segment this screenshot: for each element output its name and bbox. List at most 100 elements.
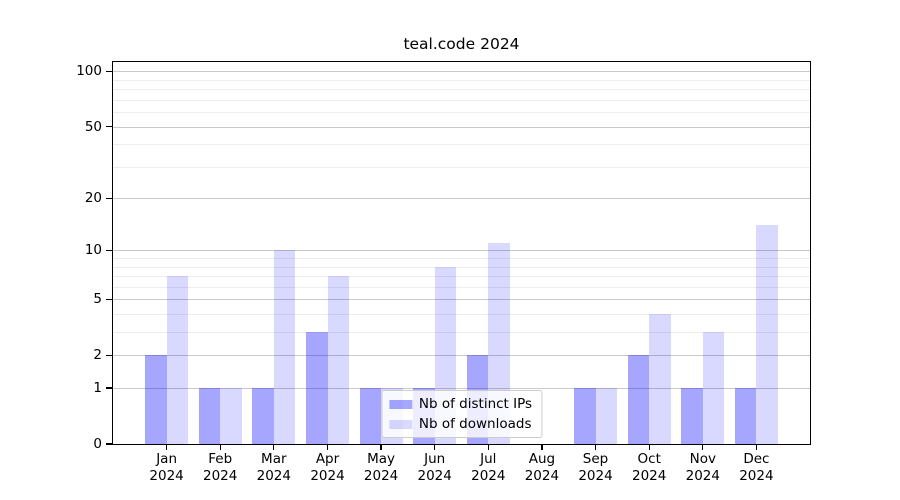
x-tick-label: Jan 2024 bbox=[135, 451, 199, 484]
y-tick-label: 20 bbox=[84, 190, 102, 207]
x-tick bbox=[487, 445, 489, 450]
major-gridline bbox=[113, 355, 810, 357]
x-tick-month: Sep bbox=[582, 451, 609, 467]
bar-nb-of-downloads-dec bbox=[756, 225, 778, 444]
x-tick-month: Nov bbox=[689, 451, 716, 467]
y-tick bbox=[106, 387, 112, 389]
legend-entry-nb-of-distinct-ips: Nb of distinct IPs bbox=[388, 396, 533, 412]
bar-nb-of-downloads-jan bbox=[166, 276, 189, 444]
y-tick-label: 10 bbox=[84, 242, 102, 259]
minor-gridline bbox=[113, 99, 810, 101]
x-tick-year: 2024 bbox=[471, 467, 506, 484]
legend-swatch-icon bbox=[388, 399, 412, 409]
x-tick-label: Jun 2024 bbox=[403, 451, 467, 484]
y-tick-label: 1 bbox=[93, 380, 102, 396]
x-tick-label: May 2024 bbox=[349, 451, 413, 484]
x-tick-month: May bbox=[367, 451, 396, 467]
minor-gridline bbox=[113, 89, 810, 91]
x-tick-month: Dec bbox=[743, 451, 770, 467]
bar-nb-of-distinct-ips-apr bbox=[306, 332, 328, 444]
major-gridline bbox=[113, 126, 810, 128]
x-tick-year: 2024 bbox=[578, 467, 613, 484]
x-tick bbox=[380, 445, 382, 450]
y-tick-label: 2 bbox=[93, 347, 102, 364]
x-tick-year: 2024 bbox=[363, 467, 399, 484]
y-tick bbox=[106, 197, 112, 199]
bar-nb-of-downloads-oct bbox=[649, 314, 671, 444]
x-tick-label: Oct 2024 bbox=[617, 451, 681, 484]
x-tick-year: 2024 bbox=[632, 467, 667, 484]
minor-gridline bbox=[113, 79, 810, 81]
x-tick-month: Jul bbox=[480, 451, 497, 467]
bar-nb-of-distinct-ips-sep bbox=[574, 388, 596, 444]
x-tick-label: Apr 2024 bbox=[296, 451, 360, 484]
x-tick bbox=[702, 445, 704, 450]
y-tick bbox=[106, 354, 112, 356]
major-gridline bbox=[113, 198, 810, 200]
x-tick-label: Aug 2024 bbox=[510, 451, 574, 484]
x-tick-year: 2024 bbox=[203, 467, 238, 484]
y-tick bbox=[106, 125, 112, 128]
x-tick-year: 2024 bbox=[417, 467, 452, 484]
minor-gridline bbox=[113, 314, 810, 316]
x-tick-month: Mar bbox=[261, 451, 287, 467]
major-gridline bbox=[113, 299, 810, 301]
x-tick-year: 2024 bbox=[685, 467, 720, 484]
minor-gridline bbox=[113, 276, 810, 278]
major-gridline bbox=[113, 250, 810, 252]
x-tick bbox=[434, 445, 436, 450]
plot-area: Nb of distinct IPs Nb of downloads bbox=[112, 61, 811, 445]
x-tick-month: Apr bbox=[315, 451, 340, 467]
x-tick-month: Aug bbox=[528, 451, 556, 467]
bar-nb-of-distinct-ips-jan bbox=[145, 355, 167, 444]
minor-gridline bbox=[113, 144, 810, 146]
y-tick bbox=[106, 70, 112, 73]
x-tick-year: 2024 bbox=[310, 467, 345, 484]
y-tick bbox=[106, 443, 112, 445]
bar-nb-of-distinct-ips-may bbox=[359, 388, 382, 444]
x-tick-label: Sep 2024 bbox=[564, 451, 628, 484]
x-tick-year: 2024 bbox=[256, 467, 291, 484]
x-tick bbox=[326, 445, 329, 450]
x-tick-year: 2024 bbox=[524, 467, 560, 484]
x-tick-year: 2024 bbox=[739, 467, 774, 484]
minor-gridline bbox=[113, 258, 810, 260]
x-tick bbox=[273, 445, 275, 450]
bar-nb-of-downloads-sep bbox=[595, 388, 617, 444]
bar-nb-of-downloads-feb bbox=[220, 388, 242, 444]
x-tick-label: Nov 2024 bbox=[671, 451, 735, 484]
x-tick-month: Oct bbox=[637, 451, 661, 467]
legend-label: Nb of downloads bbox=[418, 416, 532, 432]
minor-gridline bbox=[113, 286, 810, 288]
y-tick-label: 100 bbox=[76, 63, 102, 80]
legend-label: Nb of distinct IPs bbox=[418, 396, 533, 412]
x-tick-month: Jan bbox=[156, 451, 177, 467]
x-tick bbox=[755, 445, 758, 450]
x-tick bbox=[594, 445, 597, 450]
bar-nb-of-distinct-ips-dec bbox=[734, 388, 757, 444]
x-tick-label: Feb 2024 bbox=[188, 451, 252, 484]
minor-gridline bbox=[113, 332, 810, 334]
legend: Nb of distinct IPs Nb of downloads bbox=[380, 390, 543, 438]
x-tick-year: 2024 bbox=[149, 467, 184, 484]
major-gridline bbox=[113, 388, 810, 389]
minor-gridline bbox=[113, 166, 810, 168]
major-gridline bbox=[113, 71, 810, 73]
minor-gridline bbox=[113, 112, 810, 114]
legend-entry-nb-of-downloads: Nb of downloads bbox=[388, 416, 532, 432]
bar-nb-of-downloads-mar bbox=[273, 250, 296, 444]
x-tick bbox=[541, 445, 543, 450]
x-tick-label: Mar 2024 bbox=[242, 451, 306, 484]
x-tick-month: Jun bbox=[424, 451, 446, 467]
legend-swatch-icon bbox=[388, 419, 412, 429]
y-tick-label: 0 bbox=[93, 436, 102, 452]
x-tick-label: Dec 2024 bbox=[724, 451, 788, 484]
bar-nb-of-distinct-ips-oct bbox=[627, 355, 650, 444]
y-tick-label: 5 bbox=[93, 291, 102, 308]
minor-gridline bbox=[113, 266, 810, 268]
x-tick bbox=[648, 445, 650, 450]
y-tick-label: 50 bbox=[84, 118, 102, 135]
bar-nb-of-distinct-ips-feb bbox=[198, 388, 221, 444]
x-tick-label: Jul 2024 bbox=[456, 451, 520, 484]
